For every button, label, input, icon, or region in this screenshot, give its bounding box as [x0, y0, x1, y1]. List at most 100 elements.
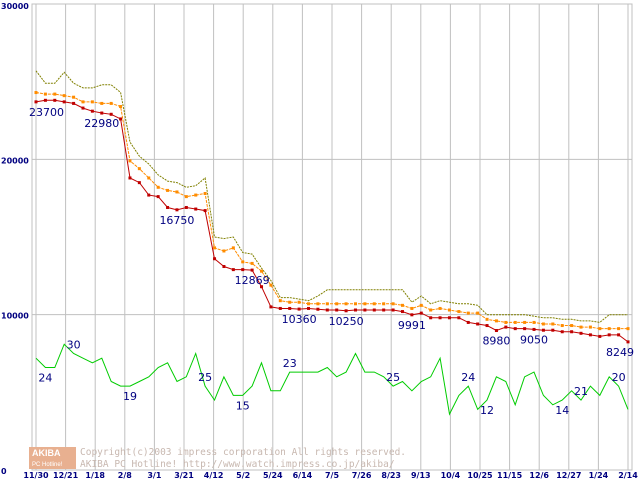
x-tick-label: 6/14: [293, 471, 313, 480]
data-label: 8980: [482, 335, 510, 348]
point-minimum: [429, 316, 433, 320]
point-average: [250, 261, 254, 265]
data-label: 25: [198, 371, 212, 384]
point-average: [570, 324, 574, 328]
y-tick-label: 10000: [1, 312, 29, 321]
point-minimum: [560, 330, 564, 334]
point-minimum: [598, 334, 602, 338]
x-tick-label: 3/1: [147, 471, 161, 480]
logo-top-text: AKIBA: [32, 448, 61, 458]
x-tick-label: 12/21: [53, 471, 79, 480]
point-minimum: [100, 111, 104, 115]
akiba-logo-icon: [29, 447, 76, 469]
point-average: [194, 193, 198, 197]
point-minimum: [297, 307, 301, 311]
point-average: [297, 300, 301, 304]
point-average: [203, 192, 207, 196]
point-average: [523, 320, 527, 324]
x-tick-label: 10/25: [467, 471, 493, 480]
data-label: 12: [480, 404, 494, 417]
gridlines: [31, 3, 633, 471]
point-average: [109, 101, 113, 105]
data-label: 19: [123, 390, 137, 403]
point-average: [504, 320, 508, 324]
copyright-watermark: AKIBA PC Hotline! Copyright(c)2003 impre…: [29, 447, 406, 470]
point-average: [400, 303, 404, 307]
data-label: 10250: [329, 315, 364, 328]
point-minimum: [372, 308, 376, 312]
x-tick-label: 5/2: [236, 471, 250, 480]
point-average: [175, 190, 179, 194]
point-minimum: [353, 308, 357, 312]
point-average: [363, 302, 367, 306]
x-tick-label: 5/24: [263, 471, 283, 480]
point-minimum: [551, 328, 555, 332]
data-label: 8249: [606, 346, 634, 359]
x-tick-label: 4/12: [204, 471, 224, 480]
point-average: [137, 167, 141, 171]
x-tick-label: 1/18: [85, 471, 105, 480]
y-axis: 30000 20000 10000 0: [1, 2, 29, 476]
series-line-average: [35, 92, 628, 330]
point-minimum: [119, 117, 123, 121]
data-label: 15: [236, 399, 250, 412]
point-minimum: [457, 316, 461, 320]
point-average: [372, 302, 376, 306]
point-average: [119, 105, 123, 109]
y-tick-label: 0: [1, 467, 7, 476]
point-average: [494, 319, 498, 323]
data-label: 23700: [29, 106, 64, 119]
data-label: 24: [461, 371, 475, 384]
point-minimum: [513, 327, 517, 331]
x-tick-label: 9/13: [411, 471, 431, 480]
point-minimum: [175, 208, 179, 212]
data-label: 22980: [84, 117, 119, 130]
data-label: 23: [283, 357, 297, 370]
point-average: [43, 92, 47, 96]
point-minimum: [231, 268, 235, 272]
data-label: 25: [386, 371, 400, 384]
point-average: [241, 260, 245, 264]
point-minimum: [570, 330, 574, 334]
point-average: [81, 100, 85, 104]
point-minimum: [588, 333, 592, 337]
point-minimum: [137, 181, 141, 185]
point-average: [100, 101, 104, 105]
point-minimum: [447, 316, 451, 320]
point-minimum: [184, 205, 188, 209]
point-average: [222, 249, 226, 253]
point-minimum: [419, 311, 423, 315]
point-minimum: [90, 109, 94, 113]
point-average: [90, 100, 94, 104]
point-average: [316, 302, 320, 306]
series-line-shop-count: [35, 343, 629, 416]
point-average: [513, 320, 517, 324]
point-average: [353, 302, 357, 306]
point-minimum: [260, 285, 264, 289]
point-minimum: [494, 329, 498, 333]
data-label: 30: [67, 339, 81, 352]
point-minimum: [203, 209, 207, 213]
point-minimum: [147, 193, 151, 197]
point-average: [438, 306, 442, 310]
data-label: 14: [555, 404, 569, 417]
point-average: [485, 317, 489, 321]
point-minimum: [391, 308, 395, 312]
point-minimum: [626, 340, 630, 344]
point-minimum: [410, 313, 414, 317]
point-average: [53, 92, 57, 96]
point-average: [457, 310, 461, 314]
point-minimum: [72, 101, 76, 105]
point-minimum: [269, 305, 273, 309]
point-average: [429, 308, 433, 312]
point-minimum: [335, 308, 339, 312]
point-minimum: [194, 207, 198, 211]
series-line-upper: [35, 70, 628, 323]
point-average: [532, 320, 536, 324]
x-tick-label: 2/8: [118, 471, 132, 480]
data-label: 24: [38, 371, 52, 384]
x-tick-label: 7/5: [325, 471, 339, 480]
point-average: [231, 246, 235, 250]
point-average: [128, 159, 132, 163]
